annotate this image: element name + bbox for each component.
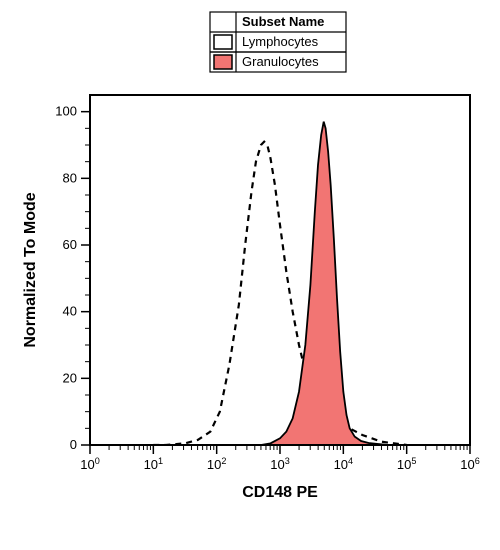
svg-text:20: 20	[63, 370, 77, 385]
svg-text:105: 105	[397, 456, 417, 472]
svg-text:60: 60	[63, 237, 77, 252]
svg-text:104: 104	[334, 456, 354, 472]
svg-text:CD148 PE: CD148 PE	[242, 484, 318, 501]
svg-text:102: 102	[207, 456, 227, 472]
svg-text:106: 106	[460, 456, 480, 472]
svg-text:80: 80	[63, 170, 77, 185]
svg-text:Lymphocytes: Lymphocytes	[242, 34, 319, 49]
svg-text:0: 0	[70, 437, 77, 452]
svg-text:101: 101	[144, 456, 164, 472]
svg-text:103: 103	[270, 456, 290, 472]
svg-text:Granulocytes: Granulocytes	[242, 54, 319, 69]
svg-text:Normalized To Mode: Normalized To Mode	[22, 192, 39, 347]
flow-cytometry-histogram: 100 101 102 103 104 105 106 0 20 40 60 80 100 Normali…	[0, 0, 500, 550]
svg-text:Subset Name: Subset Name	[242, 14, 324, 29]
svg-text:100: 100	[80, 456, 100, 472]
svg-text:40: 40	[63, 304, 77, 319]
chart-svg: 100 101 102 103 104 105 106 0 20 40 60 80 100 Normali…	[0, 0, 500, 550]
svg-text:100: 100	[55, 104, 77, 119]
